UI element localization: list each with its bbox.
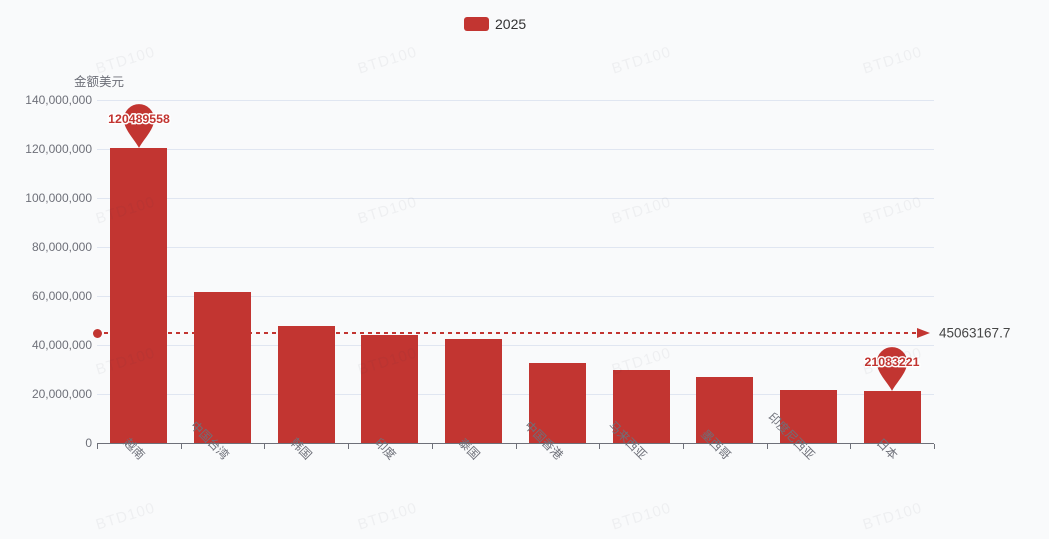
x-axis-line: [97, 443, 934, 444]
y-axis-tick-label: 120,000,000: [25, 142, 92, 156]
bar-中国台湾[interactable]: [194, 292, 252, 443]
bar-印度尼西亚[interactable]: [780, 389, 837, 443]
gridline: [97, 296, 934, 297]
bar-泰国[interactable]: [445, 339, 503, 443]
bar-越南[interactable]: [110, 147, 168, 443]
bar-日本[interactable]: [863, 391, 921, 443]
average-dashed-line: [104, 332, 917, 334]
y-axis-name: 金额美元: [74, 75, 125, 89]
average-line-label: 45063167.7: [939, 325, 1011, 341]
markpoint-pin-min[interactable]: 21083221: [863, 346, 921, 392]
x-axis-tick: [515, 444, 517, 449]
legend-item-2025[interactable]: 2025: [464, 15, 526, 33]
x-axis-tick: [766, 444, 768, 449]
gridline: [97, 247, 934, 248]
markpoint-label-max: 120489558: [108, 112, 170, 126]
gridline: [97, 149, 934, 150]
average-line-arrow: [917, 328, 930, 338]
x-axis-tick: [682, 444, 684, 449]
legend-swatch: [464, 17, 489, 31]
y-axis-tick-label: 80,000,000: [31, 240, 92, 254]
x-axis-tick: [850, 444, 852, 449]
x-axis-tick: [934, 444, 935, 449]
x-axis-tick: [348, 444, 350, 449]
gridline: [97, 198, 934, 199]
markpoint-pin-max[interactable]: 120489558: [106, 103, 171, 149]
y-axis-tick-label: 140,000,000: [25, 93, 92, 107]
x-axis-tick: [431, 444, 433, 449]
gridline: [97, 345, 934, 346]
y-axis-tick-label: 20,000,000: [31, 387, 92, 401]
y-axis-tick-label: 100,000,000: [25, 191, 92, 205]
y-axis-tick-label: 40,000,000: [31, 338, 92, 352]
legend-label: 2025: [495, 16, 527, 32]
gridline: [97, 394, 934, 395]
y-axis-tick-label: 60,000,000: [31, 289, 92, 303]
pin-shape: [123, 103, 154, 148]
bar-墨西哥[interactable]: [696, 377, 754, 443]
bar-韩国[interactable]: [277, 325, 335, 443]
x-axis-tick: [599, 444, 601, 449]
bar-印度[interactable]: [361, 334, 419, 443]
x-axis-tick: [264, 444, 266, 449]
pin-shape: [876, 347, 908, 392]
gridline: [97, 100, 934, 101]
bar-中国香港[interactable]: [528, 363, 586, 443]
average-line-start-dot: [93, 329, 102, 338]
x-axis-tick: [180, 444, 182, 449]
x-axis-tick: [97, 444, 98, 449]
markpoint-label-min: 21083221: [865, 355, 920, 369]
y-axis-tick-label: 0: [85, 436, 92, 450]
bar-马来西亚[interactable]: [612, 370, 670, 443]
